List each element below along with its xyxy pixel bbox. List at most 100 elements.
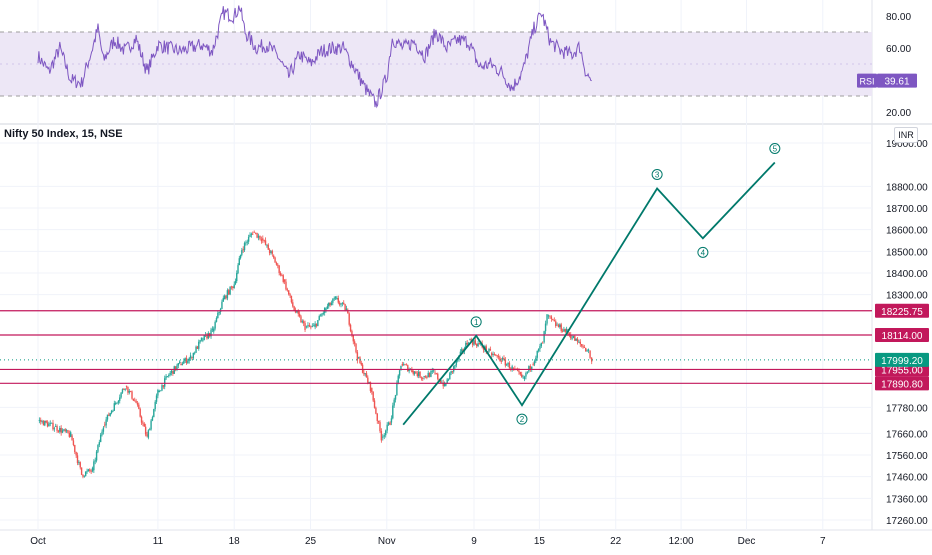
candle-body (488, 348, 490, 352)
time-axis-label: 18 (229, 536, 241, 547)
candle-body (547, 315, 550, 317)
candle-body (218, 312, 220, 313)
candle-body (257, 235, 260, 238)
candle-body (64, 429, 66, 432)
candle-body (522, 376, 524, 378)
wave-marker-4: 4 (697, 246, 709, 258)
candle-body (476, 343, 478, 347)
candle-body (589, 351, 591, 358)
candle-body (561, 330, 564, 332)
candle-body (237, 265, 239, 274)
candle-body (337, 298, 339, 303)
candle-body (259, 235, 261, 240)
candle-body (44, 420, 46, 426)
candle-body (404, 364, 406, 366)
candle-body (434, 372, 436, 374)
rsi-axis-label: 60.00 (886, 44, 911, 55)
candle-body (571, 337, 573, 339)
candle-body (422, 378, 424, 379)
candle-body (389, 422, 391, 425)
wave-label: 2 (520, 415, 525, 424)
candle-body (290, 295, 293, 303)
candle-body (199, 340, 201, 342)
price-axis-label: 17780.00 (886, 403, 928, 414)
wave-label: 1 (474, 318, 479, 327)
level-price-box (875, 303, 929, 318)
candle-body (256, 232, 258, 238)
candle-body (587, 349, 590, 351)
candle-body (226, 290, 229, 299)
candle-body (329, 302, 331, 306)
candle-body (424, 376, 427, 378)
candle-body (305, 326, 308, 328)
candle-body (401, 364, 404, 366)
candle-body (245, 242, 247, 244)
candle-body (471, 341, 474, 345)
candle-body (322, 312, 325, 314)
candle-body (268, 249, 271, 254)
symbol-title: Nifty 50 Index, 15, NSE (4, 128, 123, 140)
candle-body (134, 400, 136, 402)
candle-body (537, 349, 540, 351)
candle-body (478, 343, 481, 344)
candle-body (529, 366, 532, 370)
candle-body (352, 334, 354, 342)
candle-body (501, 358, 504, 360)
price-axis-label: 18800.00 (886, 182, 928, 193)
candle-body (297, 311, 299, 314)
candle-body (114, 403, 117, 404)
candle-body (531, 366, 533, 370)
candle-body (293, 306, 295, 311)
candle-body (365, 373, 368, 378)
price-axis-label: 17460.00 (886, 473, 928, 484)
candle-body (356, 352, 359, 361)
candle-body (76, 455, 79, 463)
candle-body (420, 377, 423, 379)
wave-circle (697, 246, 709, 258)
candle-body (373, 400, 376, 408)
candle-body (549, 315, 551, 317)
candle-body (40, 420, 42, 422)
candle-body (453, 366, 455, 372)
candle-body (563, 329, 565, 332)
candle-body (430, 371, 432, 377)
candle-body (52, 422, 54, 430)
candle-body (575, 338, 577, 341)
candle-body (578, 341, 580, 343)
candle-body (336, 298, 338, 299)
candle-body (270, 251, 272, 254)
candle-body (532, 364, 534, 365)
time-axis-label: 15 (534, 536, 546, 547)
candle-body (119, 397, 121, 401)
candle-body (348, 313, 350, 325)
candle-body (377, 420, 380, 423)
level-price-box (875, 376, 929, 391)
candle-body (382, 436, 384, 438)
candle-body (307, 325, 309, 327)
candle-body (210, 329, 212, 337)
candle-body (343, 302, 345, 305)
currency-badge[interactable]: INR (894, 127, 918, 143)
candle-body (503, 358, 505, 360)
candle-body (428, 372, 431, 377)
candle-body (431, 370, 434, 372)
wave-circle (769, 143, 781, 154)
candle-body (74, 444, 76, 453)
price-axis-label: 18400.00 (886, 269, 928, 280)
candle-body (129, 390, 132, 392)
candle-body (128, 390, 130, 393)
candle-body (176, 365, 178, 370)
candle-body (174, 366, 177, 370)
candle-body (123, 389, 125, 391)
candle-body (576, 338, 579, 342)
candle-body (120, 392, 122, 398)
candle-body (555, 321, 557, 327)
candle-body (423, 376, 425, 377)
candle-body (168, 375, 170, 377)
candle-body (97, 444, 99, 452)
candle-body (140, 416, 143, 423)
candle-body (214, 321, 216, 329)
candle-body (59, 427, 61, 432)
